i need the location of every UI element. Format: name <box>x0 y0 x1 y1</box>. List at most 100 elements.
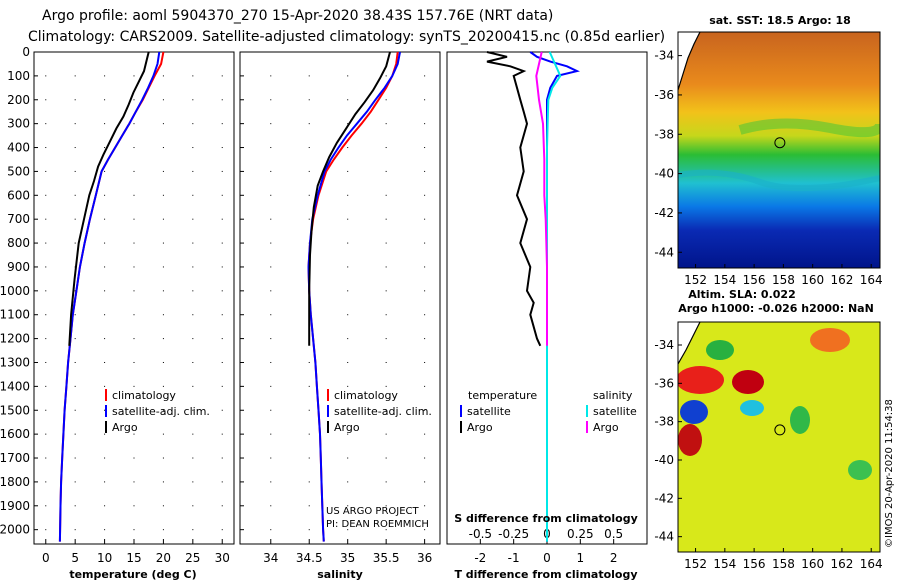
grid-dot <box>424 170 426 172</box>
grid-dot <box>347 147 349 149</box>
grid-dot <box>347 290 349 292</box>
grid-dot <box>347 481 349 483</box>
grid-dot <box>162 170 164 172</box>
grid-dot <box>162 481 164 483</box>
grid-dot <box>221 314 223 316</box>
sla-map <box>678 322 880 552</box>
map-xtick-label: 160 <box>801 557 824 571</box>
grid-dot <box>45 385 47 387</box>
grid-dot <box>45 242 47 244</box>
grid-dot <box>221 481 223 483</box>
grid-dot <box>424 290 426 292</box>
grid-dot <box>45 314 47 316</box>
depth-tick-label: 2000 <box>0 523 30 537</box>
salinity-xtick-label: 35.5 <box>373 551 400 565</box>
sla-low-east <box>790 406 810 434</box>
grid-dot <box>162 75 164 77</box>
difference-xlabel-top: S difference from climatology <box>454 512 638 525</box>
grid-dot <box>74 433 76 435</box>
grid-dot <box>424 314 426 316</box>
grid-dot <box>74 99 76 101</box>
difference-xlabel: T difference from climatology <box>454 568 637 580</box>
grid-dot <box>133 218 135 220</box>
grid-dot <box>104 147 106 149</box>
grid-dot <box>270 481 272 483</box>
map-xtick-label: 156 <box>743 557 766 571</box>
grid-dot <box>347 170 349 172</box>
sla-float-marker <box>774 424 786 436</box>
grid-dot <box>162 266 164 268</box>
grid-dot <box>162 290 164 292</box>
difference-series-t-satellite <box>529 51 580 542</box>
sla-map-frame <box>677 321 881 553</box>
difference-xtick-label: -1 <box>508 551 520 565</box>
legend-satellite-adj: satellite-adj. clim. <box>334 405 432 418</box>
difference-xtick-label: 0 <box>543 551 551 565</box>
depth-tick-label: 1500 <box>0 403 30 417</box>
grid-dot <box>133 338 135 340</box>
pi-annotation: PI: DEAN ROEMMICH <box>326 519 429 530</box>
legend-temperature-title: temperature <box>468 389 537 402</box>
grid-dot <box>133 147 135 149</box>
grid-dot <box>347 433 349 435</box>
depth-tick-label: 100 <box>7 69 30 83</box>
grid-dot <box>45 481 47 483</box>
grid-dot <box>133 194 135 196</box>
sst-band <box>738 118 880 138</box>
grid-dot <box>192 242 194 244</box>
grid-dot <box>221 194 223 196</box>
grid-dot <box>133 242 135 244</box>
grid-dot <box>385 361 387 363</box>
sst-map-title: sat. SST: 18.5 Argo: 18 <box>709 14 851 27</box>
grid-dot <box>347 314 349 316</box>
grid-dot <box>347 361 349 363</box>
grid-dot <box>270 170 272 172</box>
grid-dot <box>192 290 194 292</box>
grid-dot <box>308 218 310 220</box>
grid-dot <box>192 99 194 101</box>
grid-dot <box>45 194 47 196</box>
grid-dot <box>74 361 76 363</box>
grid-dot <box>104 433 106 435</box>
depth-tick-label: 1100 <box>0 308 30 322</box>
grid-dot <box>347 99 349 101</box>
legend-salinity-title: salinity <box>593 389 633 402</box>
map-xtick-label: 160 <box>801 273 824 287</box>
map-xtick-label: 152 <box>684 273 707 287</box>
grid-dot <box>347 505 349 507</box>
difference-top-tick-label: 0.5 <box>604 527 623 541</box>
grid-dot <box>270 338 272 340</box>
legend-climatology: climatology <box>112 389 176 402</box>
temperature-xtick-label: 30 <box>215 551 230 565</box>
grid-dot <box>192 314 194 316</box>
grid-dot <box>385 314 387 316</box>
grid-dot <box>221 409 223 411</box>
temperature-panel-frame <box>33 51 235 545</box>
grid-dot <box>385 194 387 196</box>
grid-dot <box>192 266 194 268</box>
grid-dot <box>45 147 47 149</box>
credit: ©IMOS 20-Apr-2020 11:54:38 <box>884 399 895 548</box>
grid-dot <box>192 75 194 77</box>
salinity-xlabel: salinity <box>317 568 363 580</box>
grid-dot <box>308 170 310 172</box>
grid-dot <box>45 99 47 101</box>
difference-series-s-argo <box>535 51 548 346</box>
depth-tick-label: 1300 <box>0 355 30 369</box>
grid-dot <box>385 75 387 77</box>
grid-dot <box>270 242 272 244</box>
grid-dot <box>74 75 76 77</box>
map-xtick-label: 162 <box>830 557 853 571</box>
grid-dot <box>308 505 310 507</box>
sla-low-west <box>680 400 708 424</box>
grid-dot <box>74 194 76 196</box>
sst-front <box>678 169 880 192</box>
grid-dot <box>162 433 164 435</box>
temperature-plot: 0 5 10 15 20 25 30 <box>34 51 230 565</box>
grid-dot <box>192 505 194 507</box>
map-ytick-label: -34 <box>654 49 674 63</box>
grid-dot <box>192 218 194 220</box>
grid-dot <box>45 505 47 507</box>
depth-tick-label: 1600 <box>0 427 30 441</box>
